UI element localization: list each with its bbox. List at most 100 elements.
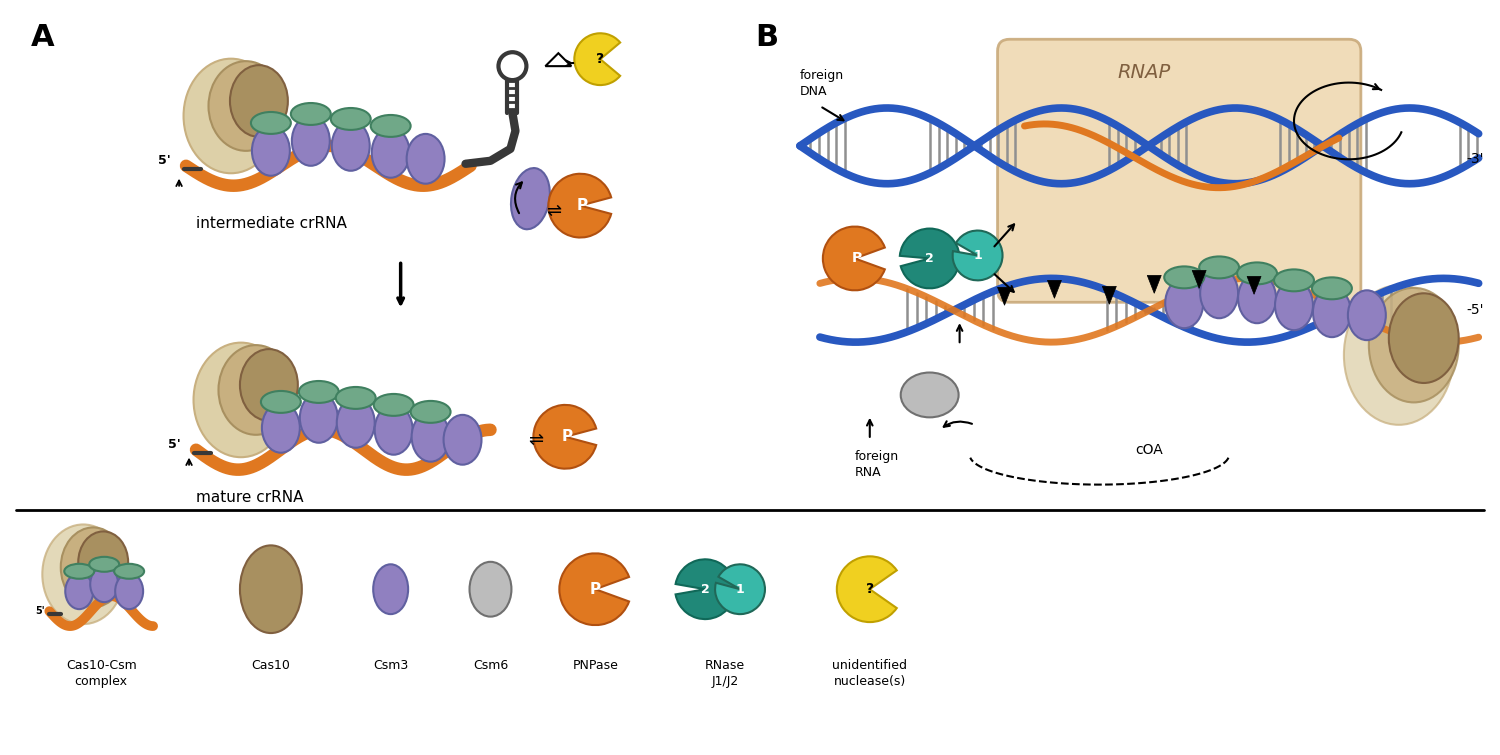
Text: P: P [590, 581, 602, 596]
Ellipse shape [88, 557, 118, 572]
Wedge shape [675, 559, 735, 619]
Ellipse shape [1238, 263, 1276, 285]
Ellipse shape [375, 405, 413, 455]
Text: P: P [852, 251, 862, 266]
Text: foreign
RNA: foreign RNA [855, 450, 898, 479]
Ellipse shape [512, 168, 550, 230]
Text: Cas10-Csm
complex: Cas10-Csm complex [66, 659, 136, 688]
Ellipse shape [116, 573, 142, 609]
Text: P: P [562, 430, 573, 444]
Wedge shape [716, 564, 765, 614]
Wedge shape [837, 556, 897, 622]
Ellipse shape [1238, 273, 1276, 323]
Ellipse shape [1274, 270, 1314, 291]
Ellipse shape [292, 116, 330, 166]
Text: ?: ? [596, 52, 604, 66]
Text: Csm3: Csm3 [374, 659, 408, 672]
Text: P: P [576, 198, 588, 213]
Ellipse shape [332, 121, 369, 171]
Text: 5': 5' [168, 438, 182, 451]
Text: Csm6: Csm6 [472, 659, 508, 672]
Polygon shape [998, 288, 1011, 305]
Ellipse shape [252, 126, 290, 176]
Ellipse shape [336, 387, 375, 409]
Polygon shape [1102, 286, 1116, 304]
Ellipse shape [183, 59, 279, 173]
Ellipse shape [66, 573, 93, 609]
Text: 1: 1 [974, 249, 982, 262]
Ellipse shape [406, 134, 444, 183]
Ellipse shape [411, 401, 450, 423]
Polygon shape [1047, 280, 1062, 298]
Ellipse shape [114, 564, 144, 579]
Ellipse shape [262, 403, 300, 453]
Text: foreign
DNA: foreign DNA [800, 69, 844, 98]
Ellipse shape [1389, 293, 1458, 383]
Ellipse shape [1198, 257, 1239, 279]
Text: 5': 5' [36, 606, 45, 616]
Text: 2: 2 [926, 252, 934, 265]
Ellipse shape [1200, 269, 1237, 318]
Ellipse shape [1275, 280, 1312, 330]
Polygon shape [1148, 276, 1161, 293]
Text: unidentified
nuclease(s): unidentified nuclease(s) [833, 659, 908, 688]
Text: mature crRNA: mature crRNA [196, 489, 303, 504]
Text: A: A [32, 23, 56, 52]
Circle shape [498, 52, 526, 80]
Text: ⇌: ⇌ [528, 431, 543, 448]
Ellipse shape [1164, 267, 1204, 288]
Ellipse shape [64, 564, 94, 579]
Wedge shape [534, 405, 596, 469]
Text: PNPase: PNPase [573, 659, 618, 672]
Ellipse shape [411, 412, 450, 462]
Ellipse shape [90, 566, 118, 602]
Text: ⇌: ⇌ [546, 202, 561, 220]
Ellipse shape [298, 381, 339, 403]
Text: RNase
J1/J2: RNase J1/J2 [705, 659, 746, 688]
Polygon shape [1246, 276, 1262, 294]
Text: RNAP: RNAP [1118, 63, 1172, 82]
Polygon shape [546, 53, 572, 66]
Text: intermediate crRNA: intermediate crRNA [196, 216, 346, 230]
Ellipse shape [374, 564, 408, 614]
Text: 5': 5' [159, 154, 171, 168]
Text: 2: 2 [700, 583, 709, 596]
Ellipse shape [1166, 279, 1203, 328]
Text: B: B [754, 23, 778, 52]
Ellipse shape [230, 65, 288, 137]
Wedge shape [574, 33, 620, 85]
Wedge shape [560, 553, 628, 625]
Ellipse shape [240, 349, 298, 421]
Ellipse shape [332, 108, 370, 130]
Ellipse shape [300, 393, 338, 442]
Wedge shape [824, 226, 885, 291]
Ellipse shape [261, 391, 302, 413]
Wedge shape [549, 174, 610, 238]
Ellipse shape [251, 112, 291, 134]
Wedge shape [952, 230, 1002, 280]
Ellipse shape [291, 103, 332, 125]
Ellipse shape [42, 525, 125, 624]
Ellipse shape [1312, 277, 1352, 299]
Ellipse shape [444, 414, 482, 464]
Ellipse shape [219, 345, 294, 435]
Ellipse shape [1312, 288, 1352, 337]
Ellipse shape [900, 372, 958, 418]
Ellipse shape [240, 545, 302, 633]
Wedge shape [900, 229, 960, 288]
Ellipse shape [1344, 285, 1454, 425]
Ellipse shape [372, 128, 410, 177]
Ellipse shape [78, 532, 128, 593]
Ellipse shape [1348, 291, 1386, 341]
Text: cOA: cOA [1136, 442, 1162, 457]
Polygon shape [1192, 270, 1206, 288]
Ellipse shape [470, 562, 512, 617]
Text: ?: ? [865, 582, 874, 596]
Text: -5': -5' [1467, 304, 1484, 317]
Ellipse shape [374, 394, 414, 416]
Ellipse shape [1370, 288, 1458, 402]
Text: -3': -3' [1467, 152, 1484, 166]
FancyBboxPatch shape [998, 39, 1360, 302]
Ellipse shape [338, 398, 375, 448]
Ellipse shape [62, 528, 126, 607]
